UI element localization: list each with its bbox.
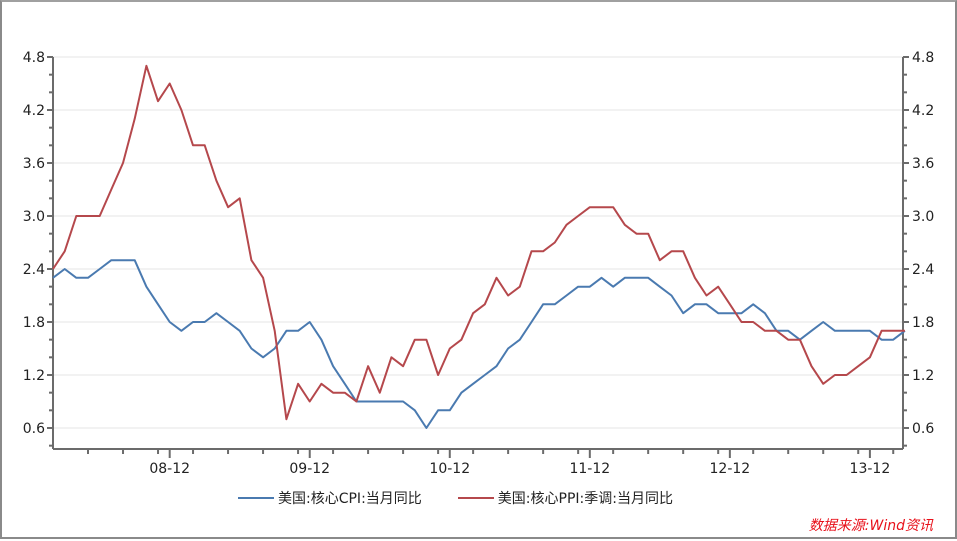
y-tick-label-right: 4.8: [912, 50, 934, 66]
data-source-note: 数据来源:Wind资讯: [808, 518, 933, 534]
y-tick-label-left: 1.8: [23, 315, 45, 331]
y-tick-label-left: 3.0: [23, 209, 45, 225]
data-series: [52, 64, 906, 429]
axes: 4.8 4.8 4.2 4.2 3.6 3.6 3.0 3.0 2.4 2.4 1.8 1.8 1.2 1…: [23, 50, 935, 477]
x-tick-label: 12-12: [710, 461, 751, 477]
y-tick-label-left: 4.8: [23, 50, 45, 66]
x-tick-label: 10-12: [429, 461, 470, 477]
y-tick-label-left: 3.6: [23, 156, 45, 172]
legend: 美国:核心CPI:当月同比 美国:核心PPI:季调:当月同比: [238, 488, 673, 508]
gridlines: [53, 56, 903, 429]
series-line-core-cpi: [52, 259, 906, 429]
y-tick-label-left: 1.2: [23, 368, 45, 384]
y-tick-label-right: 3.0: [912, 209, 934, 225]
y-tick-label-right: 3.6: [912, 156, 934, 172]
x-tick-label: 11-12: [569, 461, 610, 477]
legend-item-cpi: 美国:核心CPI:当月同比: [238, 488, 422, 508]
x-tick-label: 09-12: [289, 461, 330, 477]
y-tick-label-right: 1.8: [912, 315, 934, 331]
y-tick-label-left: 4.2: [23, 103, 45, 119]
legend-swatch-ppi: [457, 497, 494, 499]
x-tick-label: 08-12: [149, 461, 190, 477]
legend-label-ppi: 美国:核心PPI:季调:当月同比: [497, 491, 673, 507]
y-tick-label-right: 2.4: [912, 262, 934, 278]
y-tick-label-right: 4.2: [912, 103, 934, 119]
y-tick-label-right: 0.6: [912, 421, 934, 437]
y-tick-label-left: 0.6: [23, 421, 45, 437]
legend-label-cpi: 美国:核心CPI:当月同比: [278, 491, 422, 507]
y-tick-label-right: 1.2: [912, 368, 934, 384]
y-tick-label-left: 2.4: [23, 262, 45, 278]
legend-swatch-cpi: [238, 497, 274, 499]
legend-item-ppi: 美国:核心PPI:季调:当月同比: [457, 488, 673, 508]
series-line-core-ppi: [52, 64, 905, 421]
x-tick-label: 13-12: [850, 461, 891, 477]
